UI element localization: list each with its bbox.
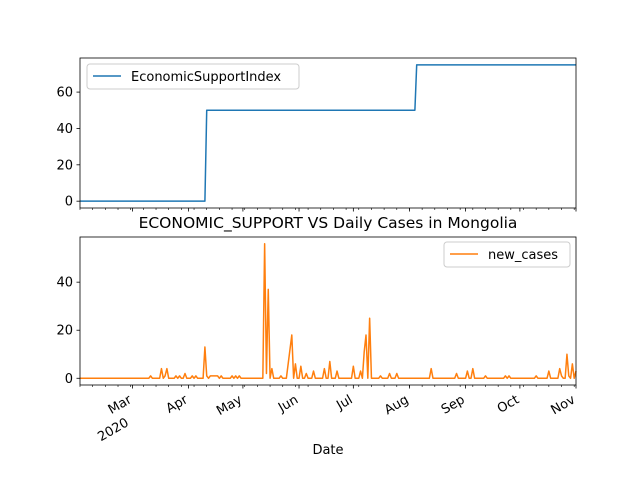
- new-cases-series-group: [80, 242, 577, 380]
- top-legend: EconomicSupportIndex: [86, 63, 300, 90]
- y-tick-label: 0: [65, 195, 73, 210]
- bottom-legend-label: new_cases: [488, 248, 558, 263]
- y-tick-label: 40: [56, 276, 73, 291]
- top-y-axis-ticks: 0 20 40 60: [56, 86, 80, 210]
- economic-support-series-group: [80, 64, 576, 202]
- y-tick-label: 20: [56, 324, 73, 339]
- series-line-new-cases: [80, 242, 577, 380]
- y-tick-label: 0: [65, 372, 73, 387]
- x-tick-label: Jul: [333, 392, 355, 413]
- top-legend-box: [86, 63, 300, 90]
- bottom-axes-frame: [79, 236, 577, 386]
- bottom-legend: new_cases: [443, 241, 571, 268]
- bottom-y-axis-ticks: 0 20 40: [56, 276, 80, 387]
- bottom-chart-title: ECONOMIC_SUPPORT VS Daily Cases in Mongo…: [139, 214, 518, 233]
- y-tick-label: 40: [56, 122, 73, 137]
- top-legend-label: EconomicSupportIndex: [131, 70, 281, 85]
- y-tick-label: 60: [56, 86, 73, 101]
- series-line-economicsupportindex: [80, 64, 576, 202]
- top-axes-frame: [79, 57, 577, 209]
- y-tick-label: 20: [56, 158, 73, 173]
- bottom-legend-box: [443, 241, 571, 268]
- x-axis-label: Date: [312, 443, 343, 458]
- economic-support-chart: 0 20 40 60 EconomicSupportIndex: [56, 57, 577, 212]
